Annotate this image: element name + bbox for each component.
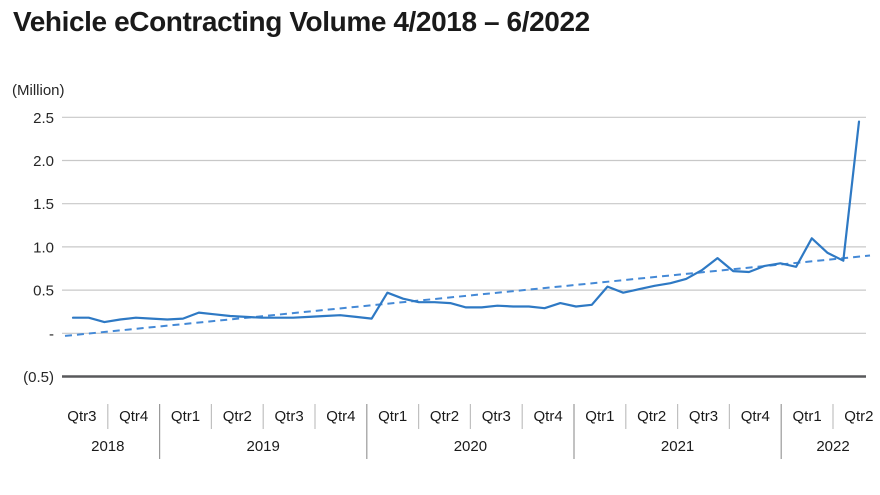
x-quarter-label: Qtr2 bbox=[844, 408, 873, 425]
x-year-label: 2022 bbox=[816, 438, 849, 455]
x-quarter-label: Qtr4 bbox=[741, 408, 770, 425]
x-quarter-label: Qtr1 bbox=[171, 408, 200, 425]
y-tick-label: 0.5 bbox=[33, 283, 54, 300]
y-tick-label: - bbox=[49, 326, 54, 343]
x-quarter-label: Qtr2 bbox=[430, 408, 459, 425]
x-quarter-label: Qtr3 bbox=[67, 408, 96, 425]
x-year-label: 2020 bbox=[454, 438, 487, 455]
x-quarter-label: Qtr4 bbox=[326, 408, 355, 425]
trend-line bbox=[64, 254, 871, 337]
x-year-label: 2018 bbox=[91, 438, 124, 455]
x-year-label: 2021 bbox=[661, 438, 694, 455]
x-year-label: 2019 bbox=[247, 438, 280, 455]
x-quarter-label: Qtr3 bbox=[482, 408, 511, 425]
x-quarter-label: Qtr1 bbox=[793, 408, 822, 425]
y-axis-unit-label: (Million) bbox=[12, 82, 65, 99]
x-quarter-label: Qtr2 bbox=[223, 408, 252, 425]
x-quarter-label: Qtr3 bbox=[689, 408, 718, 425]
x-quarter-label: Qtr2 bbox=[637, 408, 666, 425]
chart-title: Vehicle eContracting Volume 4/2018 – 6/2… bbox=[13, 6, 590, 37]
y-tick-label: 2.0 bbox=[33, 153, 54, 170]
x-quarter-label: Qtr4 bbox=[119, 408, 148, 425]
x-quarter-label: Qtr1 bbox=[585, 408, 614, 425]
y-tick-label: 1.0 bbox=[33, 239, 54, 256]
x-quarter-label: Qtr1 bbox=[378, 408, 407, 425]
x-quarter-label: Qtr3 bbox=[275, 408, 304, 425]
y-tick-label: (0.5) bbox=[23, 369, 54, 386]
y-tick-label: 1.5 bbox=[33, 196, 54, 213]
volume-data-line bbox=[71, 120, 861, 324]
x-quarter-label: Qtr4 bbox=[534, 408, 563, 425]
y-tick-label: 2.5 bbox=[33, 110, 54, 127]
